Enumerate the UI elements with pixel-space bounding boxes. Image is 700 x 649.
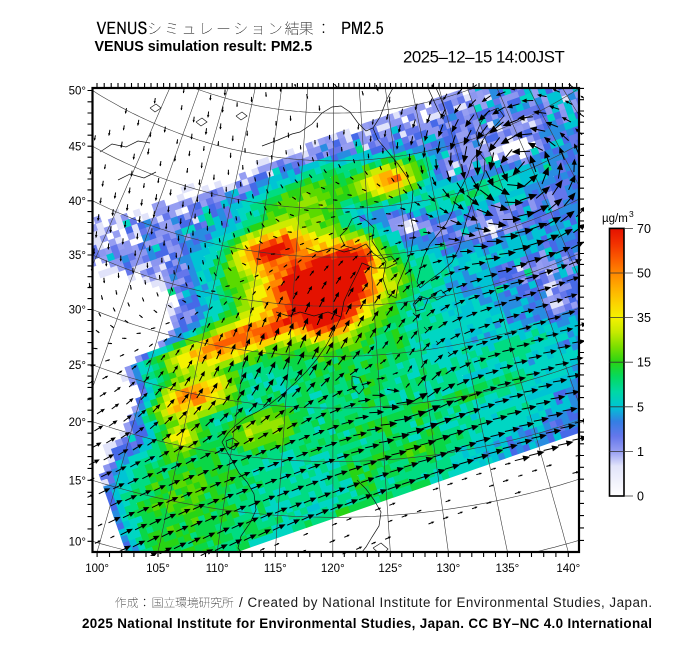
svg-text:125°: 125° bbox=[378, 563, 402, 575]
svg-text:140°: 140° bbox=[556, 563, 580, 575]
svg-text:35°: 35° bbox=[69, 250, 86, 262]
svg-text:1: 1 bbox=[637, 445, 644, 459]
svg-text:5: 5 bbox=[637, 400, 644, 414]
svg-text:15°: 15° bbox=[69, 476, 86, 488]
svg-text:20°: 20° bbox=[69, 417, 86, 429]
svg-text:50°: 50° bbox=[69, 86, 86, 98]
svg-text:135°: 135° bbox=[496, 563, 520, 575]
svg-text:2025–12–15 14:00JST: 2025–12–15 14:00JST bbox=[403, 48, 564, 67]
svg-text:VENUS simulation result: PM2.5: VENUS simulation result: PM2.5 bbox=[95, 39, 313, 55]
svg-text:45°: 45° bbox=[69, 141, 86, 153]
svg-text:50: 50 bbox=[637, 267, 651, 281]
svg-text:15: 15 bbox=[637, 356, 651, 370]
svg-text:35: 35 bbox=[637, 311, 651, 325]
svg-text:105°: 105° bbox=[146, 563, 170, 575]
svg-text:µg/m: µg/m bbox=[602, 213, 628, 225]
svg-text:/ Created by National Institut: / Created by National Institute for Envi… bbox=[239, 595, 653, 610]
svg-text:115°: 115° bbox=[264, 563, 287, 575]
svg-text:40°: 40° bbox=[69, 196, 86, 208]
svg-text:30°: 30° bbox=[69, 305, 86, 317]
svg-text:0: 0 bbox=[637, 490, 644, 504]
svg-text:70: 70 bbox=[637, 222, 651, 236]
svg-text:3: 3 bbox=[629, 209, 634, 219]
svg-text:120°: 120° bbox=[321, 563, 345, 575]
svg-text:110°: 110° bbox=[206, 563, 229, 575]
svg-text:100°: 100° bbox=[85, 563, 109, 575]
svg-text:25°: 25° bbox=[69, 360, 86, 372]
svg-text:2025 National Institute for En: 2025 National Institute for Environmenta… bbox=[82, 616, 652, 631]
svg-text:130°: 130° bbox=[436, 563, 460, 575]
svg-text:10°: 10° bbox=[69, 537, 86, 549]
